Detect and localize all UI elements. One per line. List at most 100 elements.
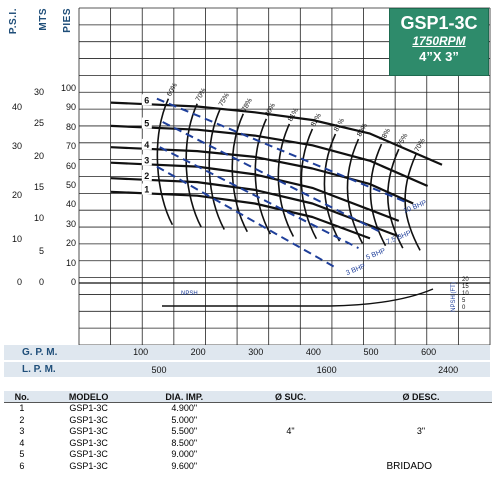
efficiency-curve [156, 98, 174, 226]
row-number: 5 [19, 449, 25, 460]
efficiency-label: 70% [414, 138, 427, 154]
npsh-curve [162, 288, 434, 307]
lpm-label: L. P. M. [22, 364, 56, 375]
pies-tick: 0 [70, 277, 76, 287]
bhp-label: 5 BHP [365, 247, 387, 261]
npsh-tick: 5 [462, 298, 466, 304]
row-number: 1 [19, 403, 25, 414]
pies-tick: 80 [65, 121, 76, 132]
col-discharge: Ø DESC. [349, 391, 492, 403]
table-row: 2 GSP1-3C 5.000" [4, 415, 492, 427]
efficiency-curve [369, 143, 387, 247]
efficiency-curve [254, 118, 272, 235]
suction-cell [231, 403, 350, 415]
efficiency-curve [231, 113, 248, 233]
suction-cell [231, 449, 350, 461]
col-no: No. [4, 391, 40, 403]
efficiency-curve [300, 128, 318, 240]
lpm-tick: 500 [151, 365, 167, 375]
row-diameter: 4.900" [171, 403, 198, 414]
gpm-label: G. P. M. [22, 347, 58, 358]
row-diameter: 9.000" [171, 449, 198, 460]
bhp-line [159, 146, 359, 249]
discharge-cell [350, 415, 492, 427]
efficiency-label: 81% [333, 117, 346, 133]
row-number: 4 [19, 437, 25, 448]
lpm-tick: 1600 [316, 365, 337, 375]
gpm-tick: 100 [133, 347, 149, 357]
efficiency-curve [323, 133, 341, 242]
row-model: GSP1-3C [69, 426, 108, 437]
efficiency-label: 75% [218, 92, 231, 108]
table-row: 5 GSP1-3C 9.000" [4, 449, 492, 461]
col-dia: DIA. IMP. [137, 391, 232, 403]
pies-tick: 50 [65, 180, 76, 190]
size-title: 4”X 3” [419, 49, 459, 64]
row-model: GSP1-3C [69, 460, 108, 471]
head-curve-4 [110, 146, 414, 205]
table-body: 1 GSP1-3C 4.900" 2 GSP1-3C 5.000" 3 GSP1-3C 5.50… [4, 403, 492, 473]
npsh-tick: 15 [462, 284, 469, 290]
efficiency-label: 78% [241, 97, 254, 113]
connection-type: BRIDADO [386, 460, 432, 472]
gpm-tick: 200 [190, 347, 206, 357]
discharge-size: 3" [416, 426, 426, 437]
row-number: 6 [19, 460, 25, 471]
rpm-title: 1750RPM [412, 34, 466, 48]
discharge-cell [350, 449, 492, 461]
lpm-tick: 2400 [438, 365, 459, 375]
curve-label-2: 2 [144, 171, 149, 181]
gpm-tick: 300 [248, 347, 264, 357]
gpm-tick: 500 [363, 347, 379, 357]
discharge-cell [350, 403, 492, 415]
pies-tick: 100 [60, 83, 76, 93]
suction-cell [231, 438, 350, 450]
row-model: GSP1-3C [69, 449, 108, 460]
mts-tick: 20 [33, 150, 44, 161]
bhp-line [156, 165, 336, 269]
efficiency-label: 60% [166, 82, 179, 98]
suction-cell [231, 415, 350, 427]
curve-label-bg [141, 94, 152, 106]
efficiency-label: 78% [379, 127, 392, 143]
npsh-tick: 10 [462, 291, 469, 297]
efficiency-label: 81% [287, 107, 300, 123]
pies-tick: 10 [65, 257, 76, 268]
psi-tick: 10 [11, 234, 22, 245]
mts-tick: 0 [38, 277, 44, 287]
curve-label-bg [141, 117, 152, 129]
row-model: GSP1-3C [69, 403, 108, 414]
row-diameter: 5.000" [171, 414, 198, 425]
pies-tick: 20 [65, 238, 76, 249]
gpm-band [4, 345, 490, 360]
curve-label-1: 1 [144, 184, 149, 194]
curve-label-6: 6 [144, 95, 149, 105]
curve-label-bg [141, 154, 152, 166]
curve-label-3: 3 [144, 155, 149, 165]
table-row: 1 GSP1-3C 4.900" [4, 403, 492, 415]
npsh-axis-label: NPSH (FT) [451, 282, 457, 312]
bhp-line [156, 97, 405, 203]
npsh-tick: 20 [462, 277, 469, 283]
psi-tick: 20 [11, 189, 22, 200]
model-title: GSP1-3C [400, 13, 478, 33]
row-diameter: 8.500" [171, 437, 198, 448]
row-number: 2 [19, 414, 25, 425]
pies-tick: 30 [65, 218, 76, 229]
psi-tick: 40 [11, 102, 22, 113]
efficiency-label: 70% [195, 87, 208, 103]
col-suction: Ø SUC. [231, 391, 350, 403]
head-curve-2 [110, 177, 400, 238]
head-curve-6 [110, 101, 443, 166]
psi-tick: 0 [16, 277, 22, 287]
gpm-tick: 400 [305, 347, 321, 357]
mts-tick: 10 [33, 212, 44, 223]
efficiency-label: 75% [396, 133, 409, 149]
bhp-label: 10 BHP [403, 199, 428, 215]
pies-tick: 70 [65, 141, 76, 152]
efficiency-curve [185, 103, 202, 228]
pies-tick: 60 [65, 160, 76, 171]
row-model: GSP1-3C [69, 437, 108, 448]
col-modelo: MODELO [39, 391, 138, 403]
